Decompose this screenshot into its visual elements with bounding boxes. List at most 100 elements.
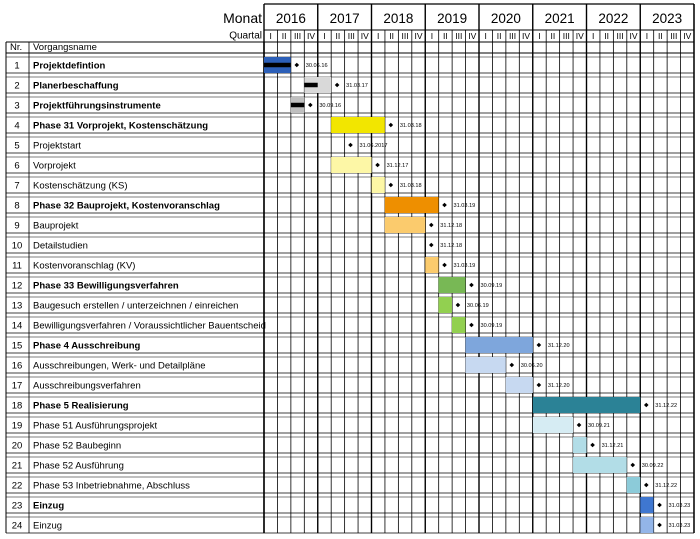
task-name: Bauprojekt [33,221,79,232]
milestone-date-label: 31.12.21 [602,443,624,449]
quarter-label: IV [415,31,423,41]
quarter-label: IV [522,31,530,41]
year-label: 2017 [330,11,360,26]
milestone-diamond [657,502,662,508]
milestone-date-label: 31.06.2017 [359,143,387,149]
task-number: 14 [12,321,23,332]
task-bar [465,357,506,373]
milestone-diamond [308,102,313,108]
task-name: Projektstart [33,141,81,152]
quarter-label: III [348,31,355,41]
quarter-label: I [431,31,433,41]
task-number: 17 [12,381,23,392]
quarter-label: III [294,31,301,41]
task-number: 12 [12,281,23,292]
quarter-label: II [443,31,448,41]
milestone-date-label: 31.12.18 [440,243,462,249]
task-number: 3 [14,101,19,112]
task-name: Phase 52 Baubeginn [33,441,121,452]
quarter-label: I [323,31,325,41]
task-name: Phase 51 Ausführungsprojekt [33,421,157,432]
task-number: 20 [12,441,23,452]
quarter-label: II [604,31,609,41]
task-bar [331,157,372,173]
progress-bar [304,82,318,88]
quarter-label: I [270,31,272,41]
task-name: Einzug [33,521,62,532]
milestone-diamond [428,222,434,228]
task-bar [371,177,385,193]
task-name: Phase 52 Ausführung [33,461,124,472]
milestone-date-label: 31.03.17 [346,83,368,89]
task-bar [451,317,466,333]
task-number: 8 [14,201,19,212]
year-label: 2020 [491,11,521,26]
milestone-diamond [455,302,461,308]
milestone-diamond [536,382,542,388]
task-name: Kostenschätzung (KS) [33,181,128,192]
quarter-label: I [485,31,487,41]
milestone-diamond [536,342,542,348]
progress-bar [264,62,291,68]
year-label: 2019 [437,11,467,26]
milestone-date-label: 30.09.16 [319,103,341,109]
milestone-diamond [576,422,582,428]
task-name: Ausschreibungen, Werk- und Detailpläne [33,361,206,372]
milestone-diamond [643,482,649,488]
task-number: 4 [14,121,19,132]
milestone-diamond [657,522,662,528]
milestone-date-label: 31.03.23 [669,523,691,529]
task-number: 19 [12,421,23,432]
milestone-diamond [469,282,474,288]
milestone-date-label: 30.09.19 [480,323,502,329]
quarter-label: III [509,31,516,41]
quarter-label: II [658,31,663,41]
year-label: 2021 [545,11,575,26]
milestone-date-label: 31.03.18 [400,123,422,129]
task-name: Detailstudien [33,241,88,252]
task-bar [505,377,533,393]
milestone-diamond [388,122,394,128]
quarter-label: II [551,31,556,41]
quarter-label: II [389,31,394,41]
milestone-diamond [348,142,353,148]
milestone-diamond [442,202,447,208]
quarter-label: III [670,31,677,41]
quarter-label: IV [683,31,691,41]
task-number: 9 [14,221,19,232]
grid-lines [5,3,695,534]
task-number: 16 [12,361,23,372]
task-name: Vorprojekt [33,161,76,172]
milestone-date-label: 31.12.17 [387,163,409,169]
milestone-diamond [630,462,636,468]
quarter-label: III [455,31,462,41]
progress-bar [290,102,305,108]
quarter-label: IV [307,31,315,41]
task-name: Projektdefintion [33,61,106,72]
task-number: 23 [12,501,23,512]
task-number: 6 [14,161,19,172]
milestone-date-label: 30.06.20 [521,363,543,369]
task-bar [384,197,439,213]
quarter-label: IV [468,31,476,41]
task-name: Kostenvoranschlag (KV) [33,261,135,272]
milestone-date-label: 31.03.23 [669,503,691,509]
task-name: Planerbeschaffung [33,81,119,92]
name-header: Vorgangsname [33,42,97,53]
task-name: Baugesuch erstellen / unterzeichnen / ei… [33,301,238,312]
year-row-label: Monat [223,10,262,26]
task-number: 2 [14,81,19,92]
task-number: 15 [12,341,23,352]
milestone-date-label: 30.06.16 [306,63,328,69]
milestone-date-label: 30.09.22 [642,463,664,469]
quarter-label: I [646,31,648,41]
quarter-label: III [563,31,570,41]
task-bar [640,497,654,513]
task-number: 1 [14,61,19,72]
task-number: 13 [12,301,23,312]
task-bar [573,437,587,453]
quarter-label: II [497,31,502,41]
task-bar [532,397,641,413]
milestone-diamond [590,442,595,448]
